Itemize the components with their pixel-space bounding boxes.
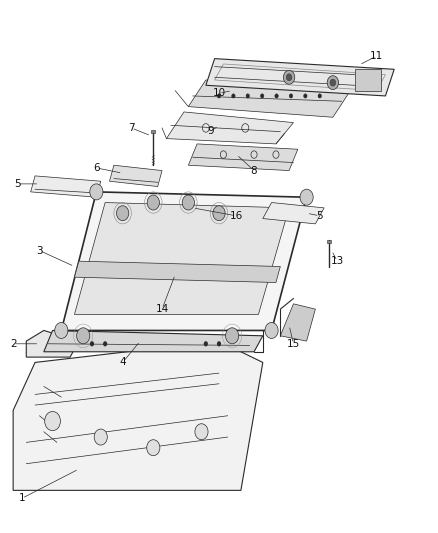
Polygon shape xyxy=(263,203,324,224)
Circle shape xyxy=(147,440,160,456)
Circle shape xyxy=(283,70,295,84)
Polygon shape xyxy=(280,304,315,341)
Text: 6: 6 xyxy=(93,163,100,173)
Polygon shape xyxy=(355,69,381,91)
Circle shape xyxy=(232,94,235,98)
Polygon shape xyxy=(166,112,293,144)
Text: 8: 8 xyxy=(251,166,258,175)
Text: 5: 5 xyxy=(316,211,323,221)
Polygon shape xyxy=(206,59,394,96)
Polygon shape xyxy=(13,341,263,490)
Polygon shape xyxy=(44,330,263,352)
Circle shape xyxy=(318,94,321,98)
Text: 4: 4 xyxy=(119,358,126,367)
Circle shape xyxy=(226,328,239,344)
Polygon shape xyxy=(74,203,289,314)
Bar xyxy=(151,130,155,133)
Text: 9: 9 xyxy=(207,126,214,135)
Circle shape xyxy=(327,76,339,90)
Text: 11: 11 xyxy=(370,51,383,61)
Circle shape xyxy=(45,411,60,431)
Polygon shape xyxy=(31,176,101,197)
Circle shape xyxy=(217,94,221,98)
Text: 10: 10 xyxy=(212,88,226,98)
Bar xyxy=(327,240,331,243)
Circle shape xyxy=(217,341,221,346)
Text: 16: 16 xyxy=(230,211,243,221)
Text: 14: 14 xyxy=(155,304,169,314)
Circle shape xyxy=(265,322,278,338)
Text: 1: 1 xyxy=(18,494,25,503)
Circle shape xyxy=(117,206,129,221)
Polygon shape xyxy=(26,330,79,357)
Circle shape xyxy=(195,424,208,440)
Circle shape xyxy=(182,195,194,210)
Text: 3: 3 xyxy=(36,246,43,255)
Polygon shape xyxy=(188,80,350,117)
Circle shape xyxy=(213,206,225,221)
Polygon shape xyxy=(188,144,298,171)
Text: 5: 5 xyxy=(14,179,21,189)
Circle shape xyxy=(300,189,313,205)
Polygon shape xyxy=(61,192,307,330)
Circle shape xyxy=(304,94,307,98)
Polygon shape xyxy=(110,165,162,187)
Circle shape xyxy=(94,429,107,445)
Polygon shape xyxy=(74,261,280,282)
Circle shape xyxy=(261,94,264,98)
Circle shape xyxy=(77,328,90,344)
Circle shape xyxy=(275,94,278,98)
Circle shape xyxy=(103,341,107,346)
Circle shape xyxy=(289,94,293,98)
Circle shape xyxy=(90,341,94,346)
Text: 7: 7 xyxy=(128,123,135,133)
Circle shape xyxy=(204,341,208,346)
Circle shape xyxy=(55,322,68,338)
Text: 2: 2 xyxy=(10,339,17,349)
Circle shape xyxy=(246,94,250,98)
Circle shape xyxy=(147,195,159,210)
Circle shape xyxy=(330,79,336,86)
Circle shape xyxy=(90,184,103,200)
Text: 13: 13 xyxy=(331,256,344,266)
Text: 15: 15 xyxy=(287,339,300,349)
Circle shape xyxy=(286,74,292,80)
